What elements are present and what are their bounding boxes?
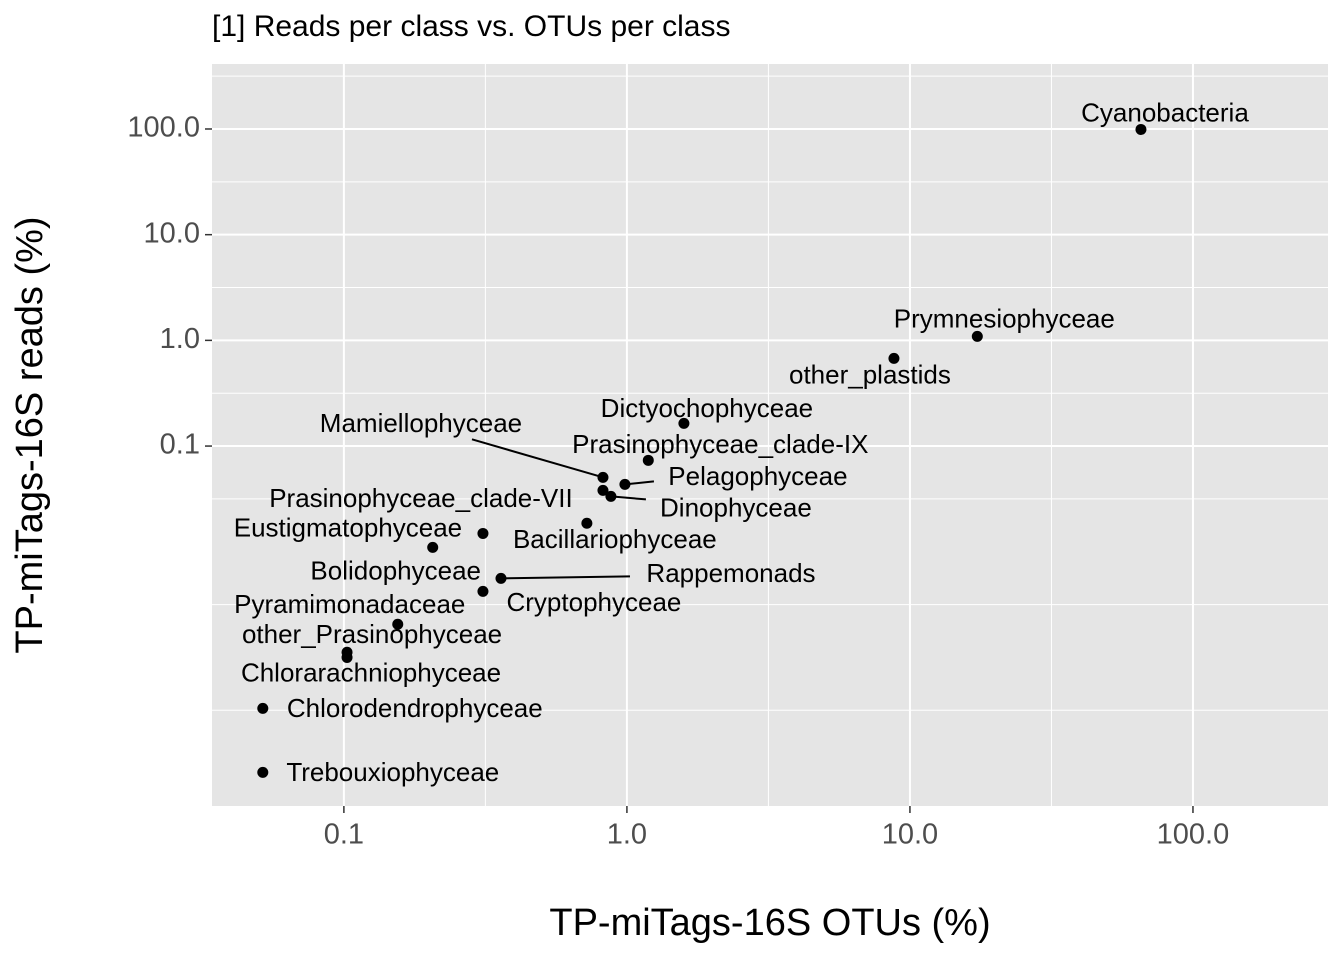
point — [888, 352, 900, 364]
y-axis-title: TP-miTags-16S reads (%) — [9, 216, 51, 653]
point-label: Pelagophyceae — [668, 461, 847, 491]
point-label: Prasinophyceae_clade-IX — [572, 429, 868, 459]
point — [597, 484, 609, 496]
point-label: Cyanobacteria — [1081, 97, 1249, 127]
leader-line — [500, 575, 631, 580]
point-label: Chlorarachniophyceae — [241, 657, 501, 687]
point — [477, 585, 489, 597]
x-axis-title: TP-miTags-16S OTUs (%) — [549, 902, 990, 944]
point-label: Mamiellophyceae — [320, 408, 522, 438]
point-label: Trebouxiophyceae — [286, 757, 499, 787]
point — [678, 417, 690, 429]
point-label: Dictyochophyceae — [601, 393, 813, 423]
point — [619, 478, 631, 490]
y-tick-label: 10.0 — [144, 217, 200, 249]
x-tick-label: 10.0 — [882, 819, 938, 851]
x-tick-label: 1.0 — [607, 819, 647, 851]
y-tick-label: 100.0 — [127, 112, 200, 144]
leader-line — [471, 438, 604, 479]
point-label: Rappemonads — [646, 558, 815, 588]
point — [427, 541, 439, 553]
point-label: Eustigmatophyceae — [234, 512, 462, 542]
point-label: Cryptophyceae — [507, 587, 682, 617]
point — [392, 618, 404, 630]
chart-title: [1] Reads per class vs. OTUs per class — [212, 10, 731, 43]
point — [477, 527, 489, 539]
x-tick-label: 0.1 — [324, 819, 364, 851]
x-tick-label: 100.0 — [1157, 819, 1230, 851]
y-tick-label: 1.0 — [160, 323, 200, 355]
point-label: Pyramimonadaceae — [234, 589, 465, 619]
point-label: Prymnesiophyceae — [894, 303, 1115, 333]
y-tick-label: 0.1 — [160, 429, 200, 461]
point — [642, 454, 654, 466]
point-label: Bolidophyceae — [310, 555, 481, 585]
point — [495, 572, 507, 584]
point-label: other_plastids — [789, 359, 951, 389]
point — [597, 471, 609, 483]
point — [257, 766, 269, 778]
point-label: Dinophyceae — [660, 492, 812, 522]
panel — [212, 64, 1328, 806]
point — [1135, 123, 1147, 135]
point-label: Prasinophyceae_clade-VII — [269, 483, 573, 513]
point — [581, 517, 593, 529]
point — [605, 490, 617, 502]
point-label: other_Prasinophyceae — [242, 619, 502, 649]
point — [971, 330, 983, 342]
point-label: Chlorodendrophyceae — [287, 693, 543, 723]
point — [341, 651, 353, 663]
point — [257, 702, 269, 714]
leader-line — [610, 495, 647, 501]
point-label: Bacillariophyceae — [513, 524, 717, 554]
